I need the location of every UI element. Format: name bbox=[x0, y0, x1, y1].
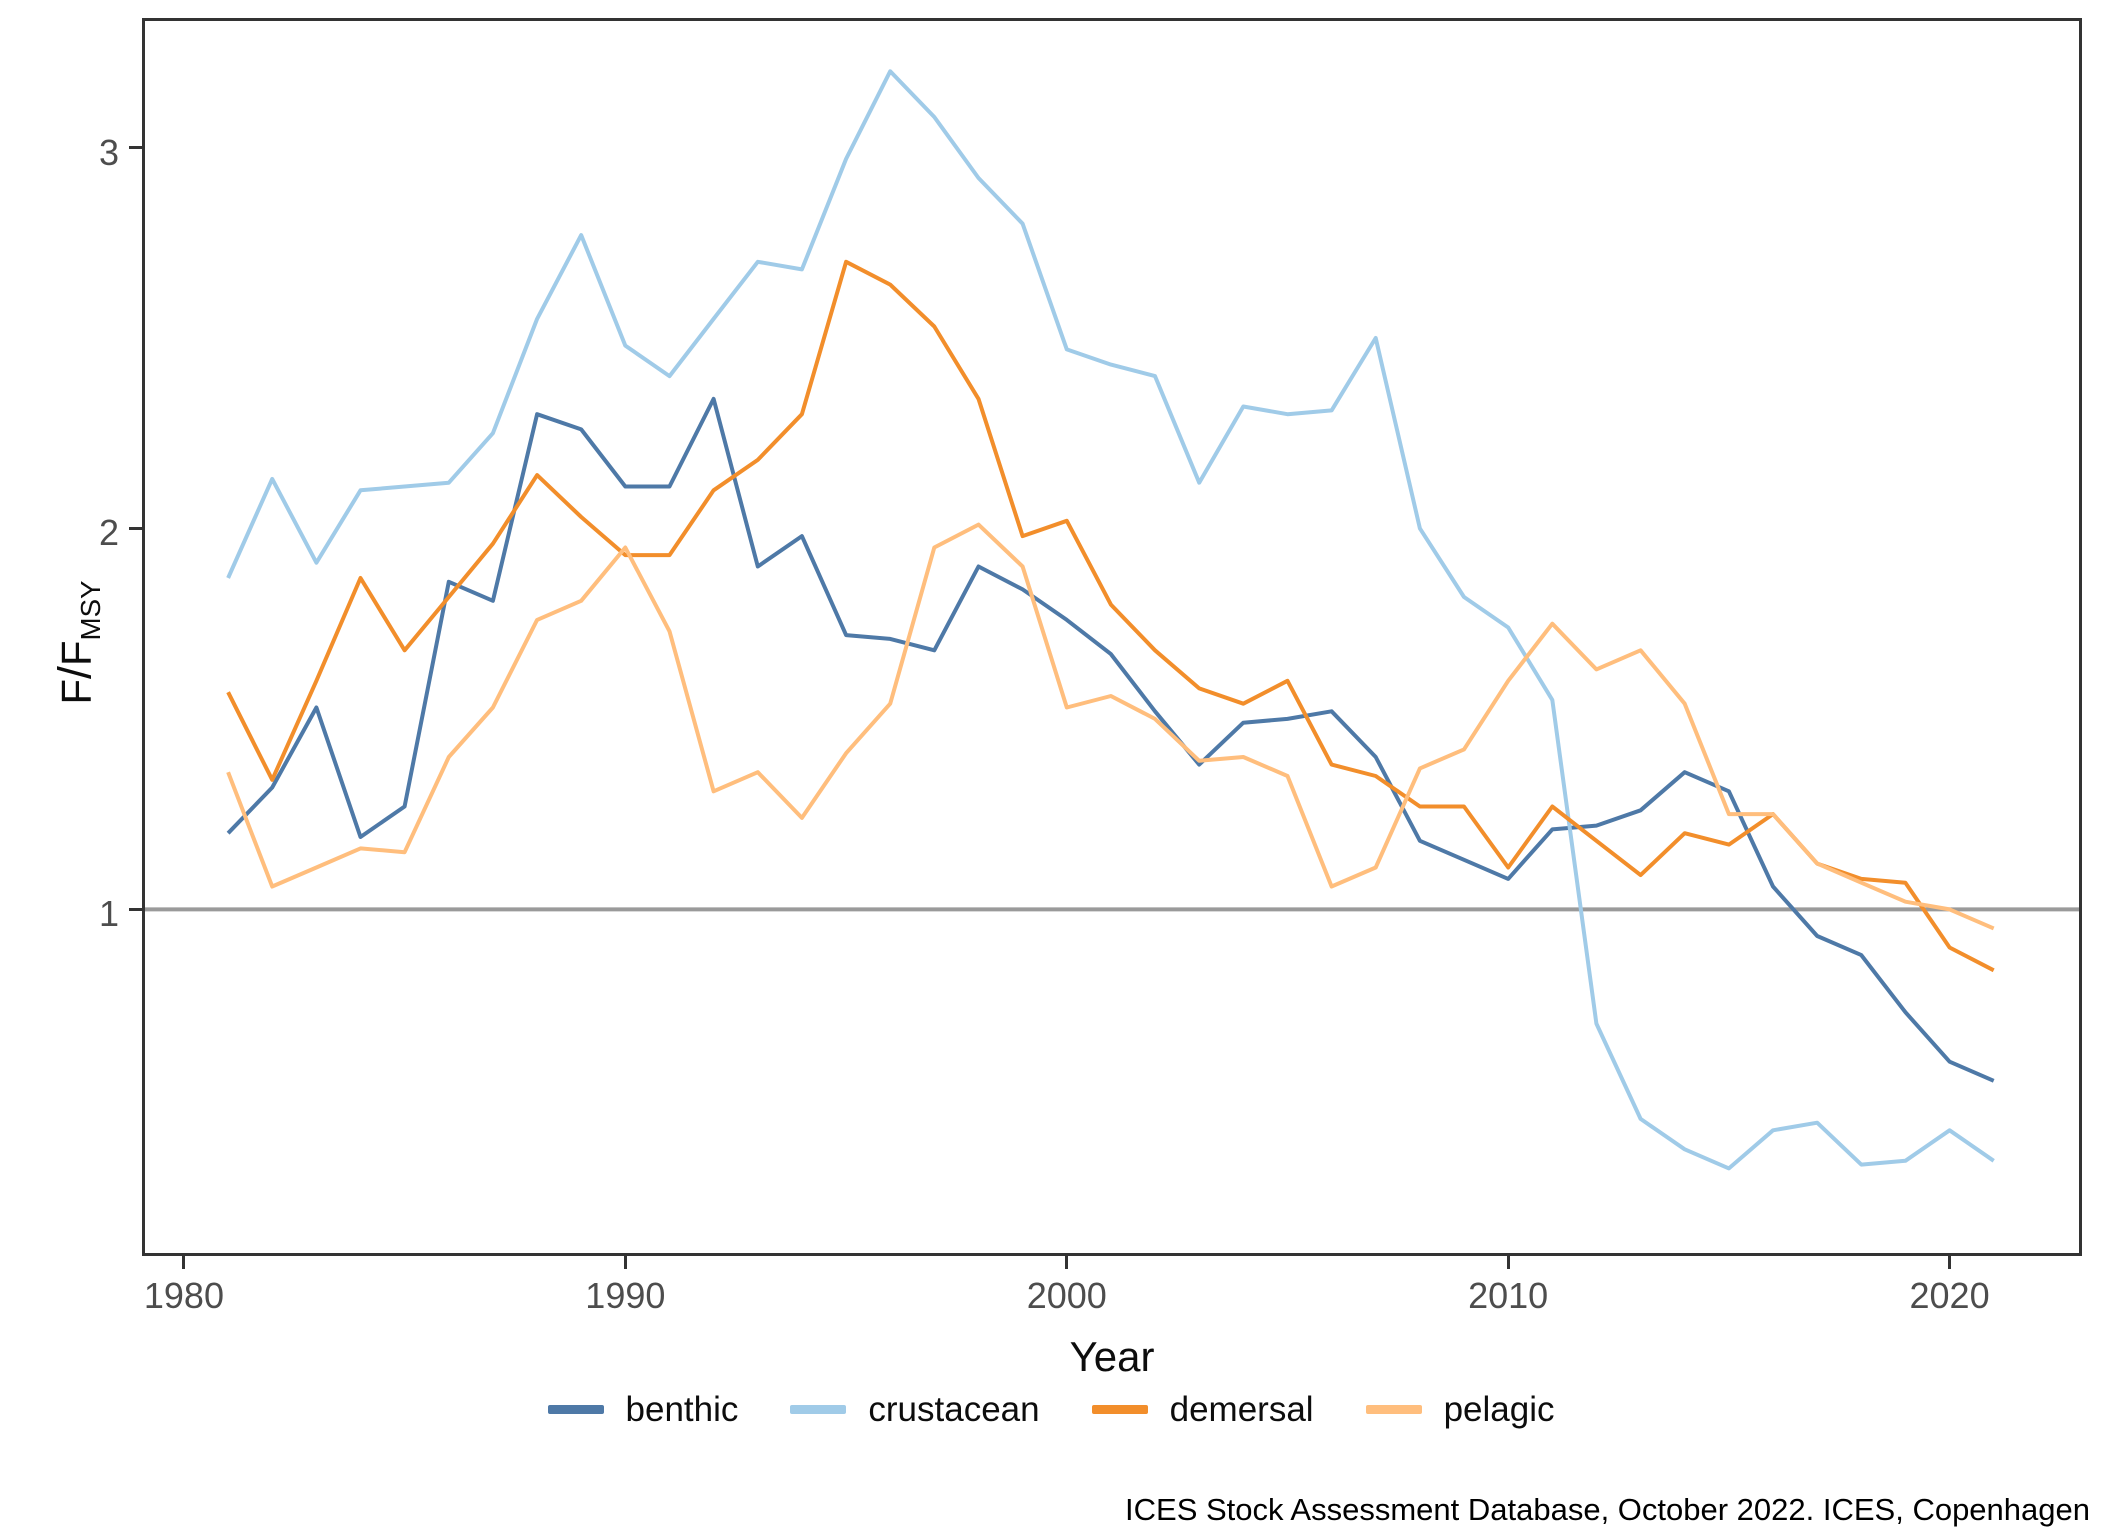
x-tick-label-2020: 2020 bbox=[1909, 1275, 1990, 1316]
y-tick-mark-1 bbox=[129, 907, 142, 911]
x-tick-label-2000: 2000 bbox=[1026, 1275, 1107, 1316]
x-tick-mark-2010 bbox=[1506, 1256, 1510, 1269]
series-line-crustacean bbox=[226, 69, 1995, 1171]
legend-label-crustacean: crustacean bbox=[868, 1390, 1040, 1429]
y-tick-label-2: 2 bbox=[98, 512, 119, 554]
legend-item-demersal: demersal bbox=[1091, 1390, 1314, 1429]
legend-label-benthic: benthic bbox=[625, 1390, 739, 1429]
series-line-demersal bbox=[226, 259, 1995, 973]
y-tick-label-1: 1 bbox=[98, 893, 119, 935]
x-tick-mark-2020 bbox=[1948, 1256, 1952, 1269]
panel-border bbox=[142, 18, 2082, 1256]
x-axis-title: Year bbox=[1069, 1333, 1155, 1380]
y-axis-title-slash: / bbox=[48, 666, 101, 680]
y-tick-mark-2 bbox=[129, 526, 142, 530]
y-axis-title-denominator: F bbox=[52, 640, 100, 667]
legend-swatch-demersal bbox=[1091, 1405, 1148, 1414]
x-tick-label-1980: 1980 bbox=[143, 1275, 224, 1316]
legend: benthic crustacean demersal pelagic bbox=[0, 1392, 2102, 1427]
legend-item-pelagic: pelagic bbox=[1365, 1390, 1555, 1429]
x-tick-mark-2000 bbox=[1065, 1256, 1069, 1269]
x-tick-mark-1980 bbox=[182, 1256, 186, 1269]
y-axis-title: F/FMSY bbox=[48, 493, 106, 793]
legend-item-benthic: benthic bbox=[547, 1390, 739, 1429]
legend-swatch-benthic bbox=[547, 1405, 604, 1414]
y-tick-label-3: 3 bbox=[98, 131, 119, 173]
legend-swatch-pelagic bbox=[1365, 1405, 1422, 1414]
x-tick-mark-1990 bbox=[623, 1256, 627, 1269]
x-tick-label-2010: 2010 bbox=[1468, 1275, 1549, 1316]
legend-item-crustacean: crustacean bbox=[790, 1390, 1040, 1429]
y-axis-title-subscript: MSY bbox=[74, 580, 106, 641]
y-axis-title-numerator: F bbox=[52, 679, 100, 705]
series-line-benthic bbox=[226, 396, 1995, 1083]
series-line-pelagic bbox=[226, 522, 1995, 931]
caption: ICES Stock Assessment Database, October … bbox=[1125, 1492, 2090, 1527]
x-tick-label-1990: 1990 bbox=[585, 1275, 666, 1316]
legend-swatch-crustacean bbox=[790, 1405, 847, 1414]
legend-label-pelagic: pelagic bbox=[1443, 1390, 1555, 1429]
plot-panel bbox=[142, 18, 2082, 1256]
legend-label-demersal: demersal bbox=[1169, 1390, 1314, 1429]
y-tick-mark-3 bbox=[129, 146, 142, 149]
